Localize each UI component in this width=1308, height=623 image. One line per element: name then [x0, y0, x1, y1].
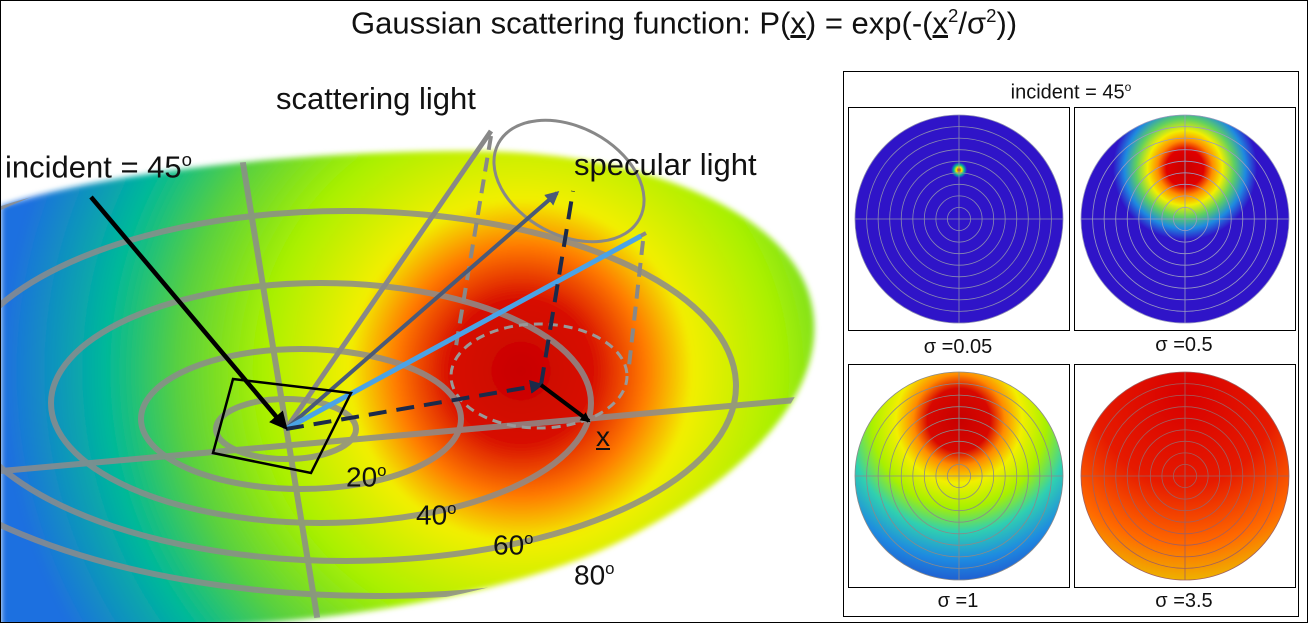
- polar-plot-sigma-0-5: [1074, 107, 1296, 331]
- angle-label-20: 20o: [346, 461, 387, 493]
- sigma-comparison-panel: incident = 45o: [843, 71, 1299, 617]
- hemisphere-disk: [1, 151, 815, 622]
- specular-light-label: specular light: [574, 147, 757, 182]
- caption-sigma-0-05: σ =0.05: [923, 336, 993, 358]
- vertical-dashed-line: [539, 190, 575, 386]
- polar-grid: [1, 151, 815, 622]
- polar-grid-lines: [854, 371, 1064, 581]
- caption-sigma-1: σ =1: [937, 590, 979, 612]
- polar-grid-lines: [1080, 371, 1290, 581]
- angle-label-80: 80o: [574, 559, 615, 591]
- polar-plot-sigma-1: [848, 364, 1070, 588]
- x-vector-label: x: [596, 421, 610, 452]
- angle-label-60: 60o: [493, 529, 534, 561]
- specular-arrow: [284, 233, 643, 432]
- polar-plot-sigma-0-05: [848, 107, 1070, 331]
- incident-label: incident = 45o: [5, 149, 193, 185]
- scattering-light-label: scattering light: [276, 81, 476, 116]
- caption-sigma-3-5: σ =3.5: [1155, 590, 1213, 612]
- polar-grid-lines: [854, 114, 1064, 324]
- x-vector-arrow: [539, 383, 591, 423]
- incident-arrow: [89, 195, 288, 431]
- hemisphere-diagram: [1, 118, 815, 622]
- caption-sigma-0-5: σ =0.5: [1155, 334, 1213, 356]
- polar-grid-lines: [1080, 114, 1290, 324]
- panel-title: incident = 45o: [1010, 80, 1132, 104]
- angle-label-40: 40o: [416, 499, 457, 531]
- polar-plot-sigma-3-5: [1074, 364, 1296, 588]
- projection-dashed-arrow: [285, 379, 544, 431]
- figure-title: Gaussian scattering function: P(x) = exp…: [351, 5, 1018, 41]
- surface-patch: [211, 377, 353, 475]
